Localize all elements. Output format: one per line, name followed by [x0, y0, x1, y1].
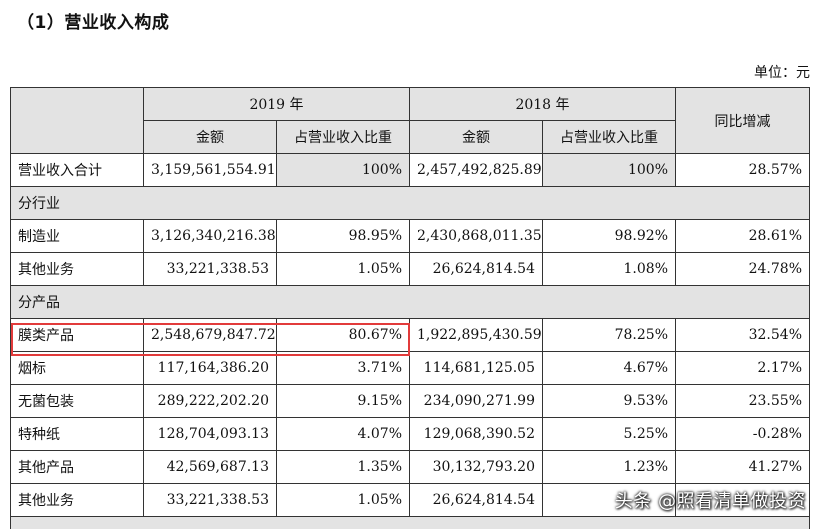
- cell-share-2018: 100%: [542, 153, 676, 187]
- table-row: 其他业务 33,221,338.53 1.05% 26,624,814.54: [10, 483, 810, 517]
- cell-share-2019: 1.35%: [276, 450, 410, 484]
- row-label: 制造业: [10, 219, 144, 253]
- cell-share-2018: 9.53%: [542, 384, 676, 418]
- cell-amount-2019: 117,164,386.20: [143, 351, 277, 385]
- cell-share-2019: 1.05%: [276, 483, 410, 517]
- cell-yoy: 24.78%: [675, 252, 810, 286]
- cell-share-2018: 98.92%: [542, 219, 676, 253]
- row-label: 营业收入合计: [10, 153, 144, 187]
- cell-share-2018: 1.08%: [542, 252, 676, 286]
- table-row: 制造业 3,126,340,216.38 98.95% 2,430,868,01…: [10, 219, 810, 253]
- cell-share-2018: 1.23%: [542, 450, 676, 484]
- table-row-cutoff: [10, 516, 810, 529]
- section-label-industry: 分行业: [10, 186, 810, 220]
- cell-amount-2018: 30,132,793.20: [409, 450, 543, 484]
- cell-share-2018: 5.25%: [542, 417, 676, 451]
- table-row: 烟标 117,164,386.20 3.71% 114,681,125.05 4…: [10, 351, 810, 385]
- row-label: 特种纸: [10, 417, 144, 451]
- cell-amount-2018: 234,090,271.99: [409, 384, 543, 418]
- cell-share-2019: 9.15%: [276, 384, 410, 418]
- row-label: 其他业务: [10, 252, 144, 286]
- table-row: 特种纸 128,704,093.13 4.07% 129,068,390.52 …: [10, 417, 810, 451]
- cell-amount-2018: 2,430,868,011.35: [409, 219, 543, 253]
- cell-yoy: 32.54%: [675, 318, 810, 352]
- cell-share-2018: 4.67%: [542, 351, 676, 385]
- table-header-row-1: 2019 年 2018 年 同比增减: [10, 87, 810, 154]
- cell-yoy: 2.17%: [675, 351, 810, 385]
- cell-share-2018: [542, 483, 676, 517]
- row-label: 无菌包装: [10, 384, 144, 418]
- cell-share-2019: 4.07%: [276, 417, 410, 451]
- cell-amount-2019: 3,126,340,216.38: [143, 219, 277, 253]
- unit-label: 单位：元: [754, 65, 810, 81]
- cell-share-2019: 98.95%: [276, 219, 410, 253]
- watermark-text: 头条 @照看清单做投资: [614, 491, 806, 512]
- cell-share-2019: 3.71%: [276, 351, 410, 385]
- row-label: 其他业务: [10, 483, 144, 517]
- row-label: 膜类产品: [10, 318, 144, 352]
- cell-amount-2019: 3,159,561,554.91: [143, 153, 277, 187]
- table-row: 膜类产品 2,548,679,847.72 80.67% 1,922,895,4…: [10, 318, 810, 352]
- cell-yoy: [675, 483, 810, 517]
- cell-amount-2018: 114,681,125.05: [409, 351, 543, 385]
- table-row: 其他产品 42,569,687.13 1.35% 30,132,793.20 1…: [10, 450, 810, 484]
- header-amount-2018: 金额: [409, 120, 543, 154]
- header-yoy: 同比增减: [675, 87, 810, 154]
- cell-share-2019: 100%: [276, 153, 410, 187]
- cell-amount-2018: 129,068,390.52: [409, 417, 543, 451]
- section-title: （1）营业收入构成: [17, 13, 170, 33]
- table-row-total: 营业收入合计 3,159,561,554.91 100% 2,457,492,8…: [10, 153, 810, 187]
- header-year-2018: 2018 年: [409, 87, 676, 121]
- cutoff-row: [10, 516, 810, 529]
- header-amount-2019: 金额: [143, 120, 277, 154]
- table-header-row-2: 金额 占营业收入比重 金额 占营业收入比重: [11, 120, 810, 154]
- header-share-2018: 占营业收入比重: [542, 120, 676, 154]
- cell-yoy: 28.61%: [675, 219, 810, 253]
- header-corner-cell: [10, 87, 144, 154]
- cell-share-2018: 78.25%: [542, 318, 676, 352]
- row-label: 其他产品: [10, 450, 144, 484]
- cell-yoy: 41.27%: [675, 450, 810, 484]
- header-year-2019: 2019 年: [143, 87, 410, 121]
- cell-amount-2019: 289,222,202.20: [143, 384, 277, 418]
- revenue-composition-table: 2019 年 2018 年 同比增减 金额 占营业收入比重 金额 占营业收入比重…: [10, 87, 810, 529]
- table-row: 无菌包装 289,222,202.20 9.15% 234,090,271.99…: [10, 384, 810, 418]
- cell-amount-2018: 2,457,492,825.89: [409, 153, 543, 187]
- cell-amount-2018: 26,624,814.54: [409, 252, 543, 286]
- cell-amount-2018: 26,624,814.54: [409, 483, 543, 517]
- cell-yoy: 23.55%: [675, 384, 810, 418]
- section-row-industry: 分行业: [10, 186, 810, 220]
- header-share-2019: 占营业收入比重: [276, 120, 410, 154]
- cell-share-2019: 80.67%: [276, 318, 410, 352]
- cell-amount-2019: 33,221,338.53: [143, 252, 277, 286]
- cell-amount-2019: 42,569,687.13: [143, 450, 277, 484]
- table-row: 其他业务 33,221,338.53 1.05% 26,624,814.54 1…: [10, 252, 810, 286]
- cell-amount-2019: 33,221,338.53: [143, 483, 277, 517]
- cell-amount-2019: 128,704,093.13: [143, 417, 277, 451]
- cell-amount-2018: 1,922,895,430.59: [409, 318, 543, 352]
- section-row-product: 分产品: [10, 285, 810, 319]
- cell-yoy: 28.57%: [675, 153, 810, 187]
- section-label-product: 分产品: [10, 285, 810, 319]
- cell-yoy: -0.28%: [675, 417, 810, 451]
- cell-amount-2019: 2,548,679,847.72: [143, 318, 277, 352]
- cell-share-2019: 1.05%: [276, 252, 410, 286]
- row-label: 烟标: [10, 351, 144, 385]
